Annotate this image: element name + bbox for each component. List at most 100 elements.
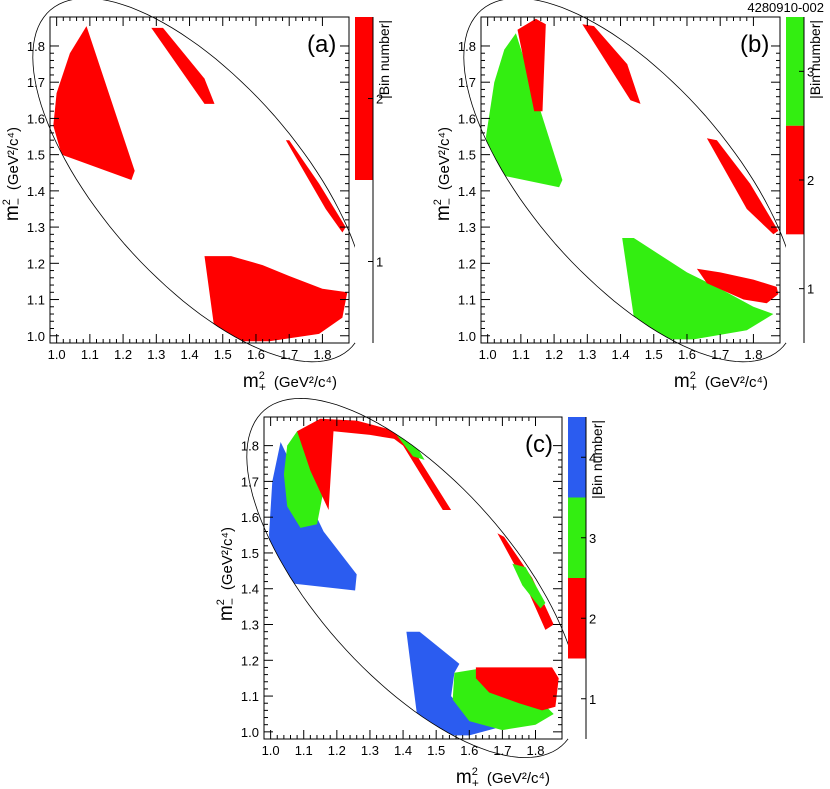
panel-label: (c) bbox=[525, 431, 553, 458]
y-tick-label: 1.4 bbox=[27, 184, 45, 199]
colorbar: 1 2 3|Bin number| bbox=[786, 17, 823, 343]
colorbar-title: |Bin number| bbox=[807, 20, 823, 99]
x-tick-label: 1.4 bbox=[180, 347, 198, 362]
panel-label: (b) bbox=[740, 31, 769, 58]
y-tick-label: 1.3 bbox=[27, 220, 45, 235]
x-tick-label: 1.7 bbox=[711, 347, 729, 362]
y-tick-label: 1.5 bbox=[27, 148, 45, 163]
bin-region-green bbox=[622, 238, 774, 340]
colorbar-tick-label: 1 bbox=[376, 255, 383, 270]
x-tick-label: 1.5 bbox=[427, 743, 445, 758]
bin-region-red bbox=[475, 667, 559, 711]
figure-id: 4280910-002 bbox=[747, 0, 824, 15]
x-tick-label: 1.4 bbox=[394, 743, 412, 758]
colorbar-segment-red bbox=[568, 578, 586, 659]
bin-region-green bbox=[396, 434, 425, 460]
x-tick-label: 1.7 bbox=[493, 743, 511, 758]
x-tick-label: 1.1 bbox=[81, 347, 99, 362]
colorbar-tick-label: 3 bbox=[589, 531, 596, 546]
x-tick-label: 1.3 bbox=[578, 347, 596, 362]
y-tick-label: 1.0 bbox=[27, 329, 45, 344]
bin-region-red bbox=[285, 140, 346, 233]
x-tick-label: 1.0 bbox=[262, 743, 280, 758]
y-tick-label: 1.4 bbox=[241, 582, 259, 597]
colorbar-segment-red bbox=[786, 125, 804, 235]
panel-a: 1.0 1.1 1.2 1.3 1.4 1.5 1.6 1.7 1.8 1.0 1.1 1.2 1.3 1… bbox=[1, 0, 392, 394]
kinematic-boundary bbox=[246, 397, 580, 759]
y-tick-label: 1.3 bbox=[241, 618, 259, 633]
y-tick-label: 1.8 bbox=[27, 39, 45, 54]
bin-region-red bbox=[517, 18, 546, 112]
y-axis-label: m2−(GeV²/c⁴) bbox=[432, 127, 456, 221]
x-tick-label: 1.3 bbox=[147, 347, 165, 362]
x-tick-label: 1.5 bbox=[214, 347, 232, 362]
bin-region-green bbox=[512, 563, 546, 609]
colorbar-segment-white bbox=[568, 658, 586, 739]
y-tick-label: 1.1 bbox=[241, 689, 259, 704]
x-tick-label: 1.3 bbox=[361, 743, 379, 758]
x-tick-label: 1.2 bbox=[114, 347, 132, 362]
colorbar-segment-white bbox=[786, 234, 804, 343]
x-tick-label: 1.1 bbox=[512, 347, 530, 362]
x-tick-label: 1.8 bbox=[313, 347, 331, 362]
y-tick-label: 1.6 bbox=[458, 111, 476, 126]
bin-region-green bbox=[452, 669, 554, 731]
bin-regions bbox=[269, 418, 559, 736]
y-tick-label: 1.2 bbox=[27, 256, 45, 271]
x-tick-label: 1.1 bbox=[295, 743, 313, 758]
y-tick-label: 1.2 bbox=[458, 256, 476, 271]
bin-region-red bbox=[696, 268, 779, 304]
bin-region-red bbox=[204, 256, 348, 342]
panel-b: 1.0 1.1 1.2 1.3 1.4 1.5 1.6 1.7 1.8 1.0 1.1 1.2 1.3 1… bbox=[432, 0, 823, 394]
bin-region-blue bbox=[406, 631, 496, 736]
colorbar-tick-label: 2 bbox=[589, 611, 596, 626]
bin-region-red bbox=[706, 138, 779, 235]
x-tick-label: 1.7 bbox=[280, 347, 298, 362]
y-tick-label: 1.8 bbox=[458, 39, 476, 54]
bin-regions bbox=[486, 18, 779, 340]
colorbar-segment-green bbox=[786, 17, 804, 126]
y-tick-label: 1.4 bbox=[458, 184, 476, 199]
bin-region-red bbox=[297, 418, 404, 510]
panel-label: (a) bbox=[307, 31, 336, 58]
colorbar-title: |Bin number| bbox=[376, 20, 392, 99]
y-tick-label: 1.7 bbox=[458, 75, 476, 90]
x-tick-label: 1.2 bbox=[545, 347, 563, 362]
x-axis-label: m2 + (GeV²/c⁴) bbox=[456, 766, 550, 789]
x-tick-label: 1.6 bbox=[678, 347, 696, 362]
y-tick-label: 1.5 bbox=[458, 148, 476, 163]
x-axis-label: m2 + (GeV²/c⁴) bbox=[674, 370, 768, 394]
y-tick-label: 1.1 bbox=[27, 293, 45, 308]
bin-regions bbox=[53, 26, 348, 342]
panel-c: 1.0 1.1 1.2 1.3 1.4 1.5 1.6 1.7 1.8 1.0 1.1 1.2 1.3 1… bbox=[215, 397, 605, 789]
colorbar-segment-green bbox=[568, 497, 586, 578]
x-axis-label: m2 + (GeV²/c⁴) bbox=[243, 370, 337, 394]
x-tick-label: 1.4 bbox=[611, 347, 629, 362]
bin-region-red bbox=[582, 24, 641, 104]
colorbar-tick-label: 4 bbox=[589, 450, 596, 465]
x-tick-label: 1.5 bbox=[645, 347, 663, 362]
colorbar-segment-red bbox=[355, 17, 373, 180]
bin-region-red bbox=[151, 27, 215, 104]
x-tick-label: 1.0 bbox=[48, 347, 66, 362]
colorbar: 1 2 3 4|Bin number| bbox=[568, 417, 605, 739]
y-tick-label: 1.7 bbox=[241, 474, 259, 489]
y-tick-label: 1.3 bbox=[458, 220, 476, 235]
colorbar: 1 2|Bin number| bbox=[355, 17, 392, 343]
y-tick-label: 1.1 bbox=[458, 293, 476, 308]
colorbar-tick-label: 3 bbox=[807, 64, 814, 79]
colorbar-title: |Bin number| bbox=[589, 420, 605, 499]
bin-region-green bbox=[486, 33, 563, 188]
colorbar-tick-label: 1 bbox=[807, 282, 814, 297]
y-axis-label: m2−(GeV²/c⁴) bbox=[215, 527, 239, 621]
colorbar-segment-blue bbox=[568, 417, 586, 498]
x-tick-label: 1.8 bbox=[526, 743, 544, 758]
colorbar-tick-label: 2 bbox=[376, 92, 383, 107]
x-tick-label: 1.0 bbox=[479, 347, 497, 362]
plot-frame bbox=[263, 416, 563, 740]
kinematic-boundary bbox=[32, 0, 367, 363]
y-tick-label: 1.0 bbox=[241, 725, 259, 740]
kinematic-boundary bbox=[463, 0, 798, 363]
y-tick-label: 1.8 bbox=[241, 439, 259, 454]
colorbar-segment-white bbox=[355, 180, 373, 343]
